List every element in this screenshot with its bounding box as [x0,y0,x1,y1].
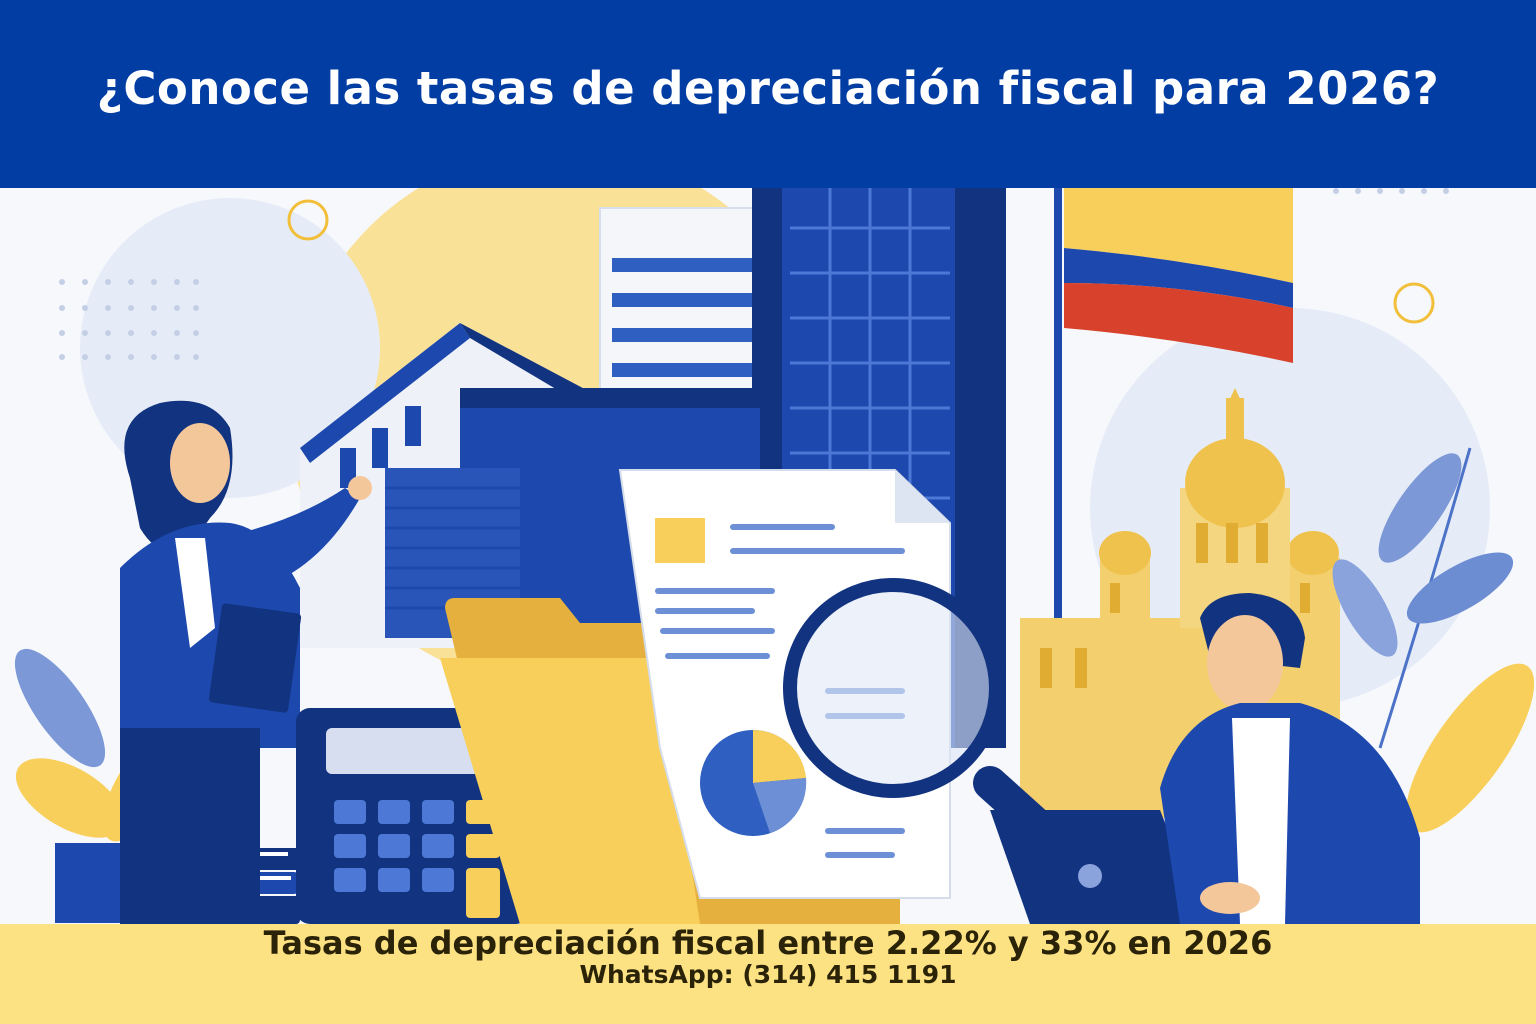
hero-illustration [0,188,1536,924]
page-title: ¿Conoce las tasas de depreciación fiscal… [96,62,1440,115]
whatsapp-contact: WhatsApp: (314) 415 1191 [579,960,957,989]
footer-bar: Tasas de depreciación fiscal entre 2.22%… [0,924,1536,1024]
magnifying-glass-icon [783,578,1057,845]
man-figure [1160,593,1420,924]
laptop-icon [990,810,1205,924]
pie-chart-icon [700,729,807,836]
ring-decoration [287,199,329,241]
illustration-svg [14,188,1535,924]
woman-figure [120,400,372,924]
header-bar: ¿Conoce las tasas de depreciación fiscal… [0,0,1536,188]
ring-decoration [1393,282,1435,324]
dot-grid [59,188,1449,360]
footer-headline: Tasas de depreciación fiscal entre 2.22%… [263,924,1273,962]
colombian-flag-icon [1054,188,1293,748]
